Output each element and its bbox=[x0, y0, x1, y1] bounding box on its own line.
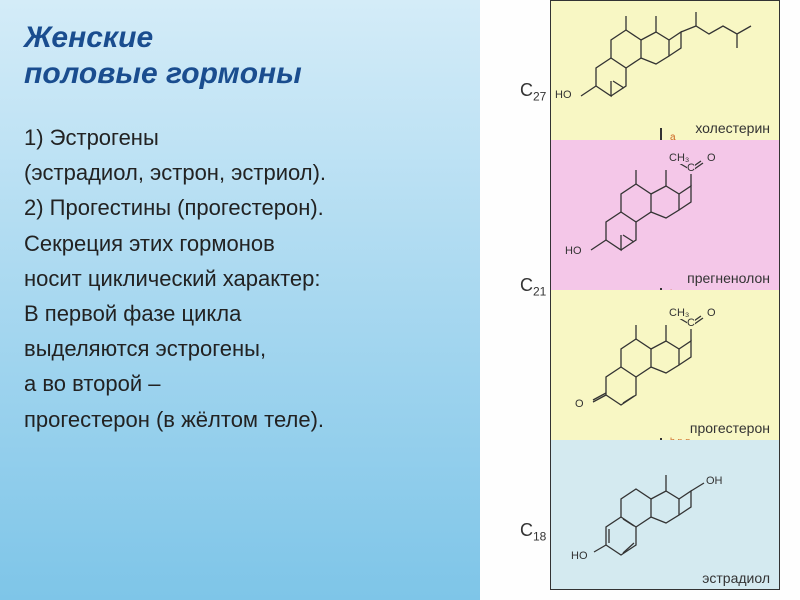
body-p9: прогестерон (в жёлтом теле). bbox=[24, 402, 456, 437]
structure-progesterone bbox=[571, 310, 751, 420]
body-p2: (эстрадиол, эстрон, эстриол). bbox=[24, 155, 456, 190]
compound-block-estradiol: HO OH bbox=[550, 440, 780, 590]
compound-block-pregnenolone: HO CH₃ O C bbox=[550, 140, 780, 290]
body-p8: а во второй – bbox=[24, 366, 456, 401]
atom-ho-4: HO bbox=[571, 550, 588, 562]
atom-o-2: O bbox=[707, 152, 716, 164]
body-p1: 1) Эстрогены bbox=[24, 120, 456, 155]
atom-o-3b: O bbox=[707, 307, 716, 319]
structure-cholesterol bbox=[561, 6, 771, 116]
compound-block-progesterone: O CH₃ O C bbox=[550, 290, 780, 440]
c-label-2: C21 bbox=[520, 275, 546, 299]
body-p3: 2) Прогестины (прогестерон). bbox=[24, 190, 456, 225]
compound-block-cholesterol: HO bbox=[550, 0, 780, 140]
compound-name-1: холестерин bbox=[695, 120, 770, 136]
atom-c-3: C bbox=[687, 317, 695, 329]
compound-name-3: прогестерон bbox=[690, 420, 770, 436]
title-line-1: Женские bbox=[24, 20, 456, 56]
body-p7: выделяются эстрогены, bbox=[24, 331, 456, 366]
body-p6: В первой фазе цикла bbox=[24, 296, 456, 331]
c-label-1: C27 bbox=[520, 80, 546, 104]
atom-c-2: C bbox=[687, 162, 695, 174]
text-panel: Женские половые гормоны 1) Эстрогены (эс… bbox=[0, 0, 480, 600]
atom-ho-1: HO bbox=[555, 89, 572, 101]
title-line-2: половые гормоны bbox=[24, 56, 456, 92]
compound-name-4: эстрадиол bbox=[702, 570, 770, 586]
body-p5: носит циклический характер: bbox=[24, 261, 456, 296]
body-p4: Секреция этих гормонов bbox=[24, 226, 456, 261]
c-label-4: C18 bbox=[520, 520, 546, 544]
slide-title: Женские половые гормоны bbox=[24, 20, 456, 92]
atom-oh-4: OH bbox=[706, 475, 723, 487]
body-text: 1) Эстрогены (эстрадиол, эстрон, эстриол… bbox=[24, 120, 456, 437]
atom-o-3a: O bbox=[575, 398, 584, 410]
pathway-diagram: HO C27 холестерин a HO CH₃ O C C21 bbox=[480, 0, 800, 600]
atom-ho-2: HO bbox=[565, 245, 582, 257]
compound-name-2: прегненолон bbox=[687, 270, 770, 286]
structure-pregnenolone bbox=[571, 155, 751, 265]
